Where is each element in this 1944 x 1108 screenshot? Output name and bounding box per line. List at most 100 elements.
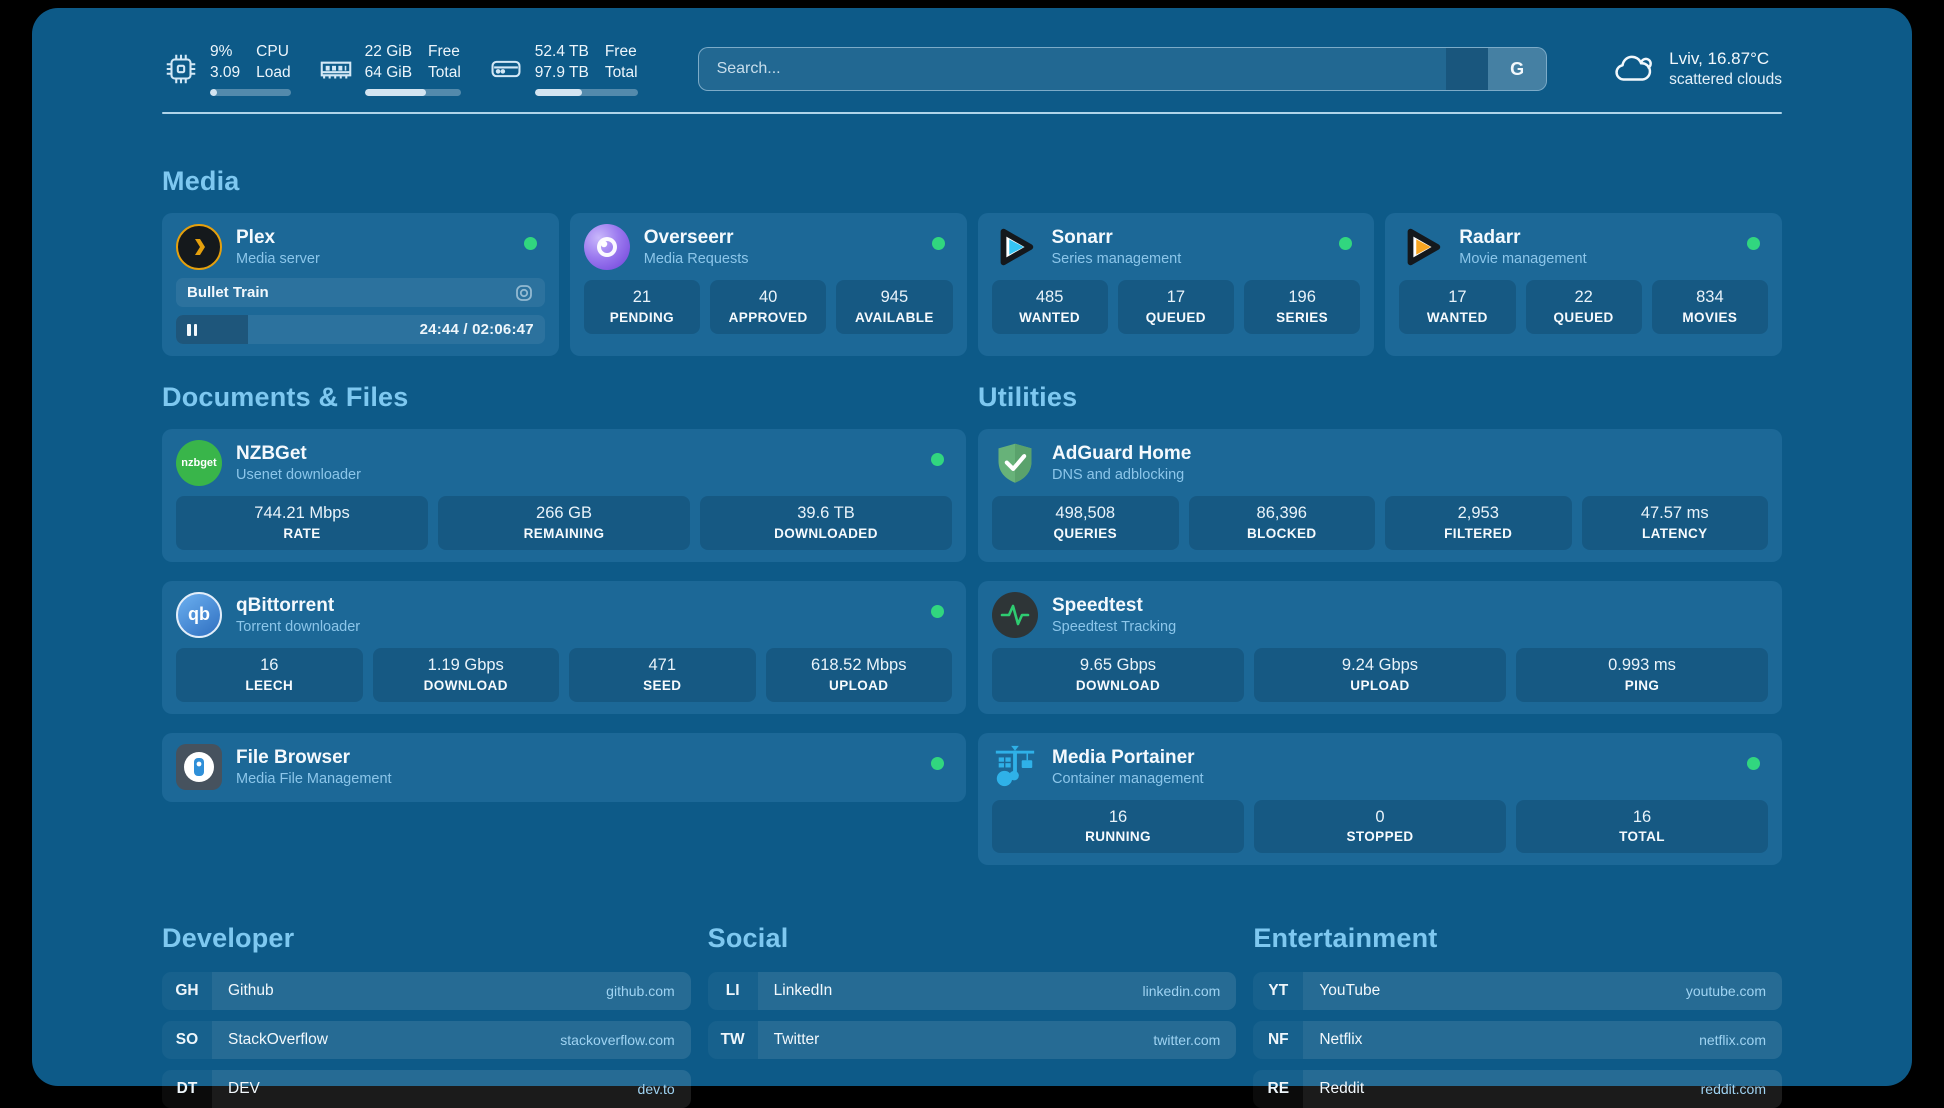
radarr-stat-wanted: 17 WANTED bbox=[1399, 280, 1515, 334]
bookmark-name: StackOverflow bbox=[228, 1031, 550, 1049]
sonarr-card[interactable]: Sonarr Series management 485 WANTED 17 Q… bbox=[978, 213, 1375, 356]
portainer-subtitle: Container management bbox=[1052, 771, 1204, 787]
qbittorrent-subtitle: Torrent downloader bbox=[236, 619, 360, 635]
disk-widget: 52.4 TB 97.9 TB Free Total bbox=[487, 42, 638, 96]
overseerr-icon bbox=[584, 224, 630, 270]
bookmark-twitter[interactable]: TW Twitter twitter.com bbox=[708, 1021, 1237, 1059]
memory-free-value: 22 GiB bbox=[365, 42, 412, 62]
bookmark-abbr: YT bbox=[1253, 972, 1303, 1010]
plex-status-dot bbox=[524, 237, 537, 250]
memory-progress-fill bbox=[365, 89, 427, 96]
bookmark-name: Netflix bbox=[1319, 1031, 1689, 1049]
adguard-stat-filtered: 2,953 FILTERED bbox=[1385, 496, 1572, 550]
radarr-title: Radarr bbox=[1459, 227, 1586, 249]
section-title-social: Social bbox=[708, 923, 1237, 954]
portainer-stat-running: 16 RUNNING bbox=[992, 800, 1244, 854]
cpu-load-label: Load bbox=[256, 63, 290, 83]
search-divider bbox=[1446, 48, 1488, 90]
session-icon[interactable] bbox=[514, 283, 534, 303]
cpu-load-value: 3.09 bbox=[210, 63, 240, 83]
nzbget-stat-remaining: 266 GB REMAINING bbox=[438, 496, 690, 550]
qbittorrent-stat-leech: 16 LEECH bbox=[176, 648, 363, 702]
adguard-stat-latency: 47.57 ms LATENCY bbox=[1582, 496, 1769, 550]
portainer-icon bbox=[992, 744, 1038, 790]
search-input[interactable] bbox=[699, 48, 1447, 90]
filebrowser-subtitle: Media File Management bbox=[236, 771, 392, 787]
bookmark-url: linkedin.com bbox=[1143, 983, 1221, 999]
qbittorrent-status-dot bbox=[931, 605, 944, 618]
bookmark-abbr: LI bbox=[708, 972, 758, 1010]
disk-progress-bar bbox=[535, 89, 638, 96]
cpu-icon bbox=[162, 50, 200, 88]
bookmark-url: youtube.com bbox=[1686, 983, 1766, 999]
bookmark-url: stackoverflow.com bbox=[560, 1032, 674, 1048]
adguard-title: AdGuard Home bbox=[1052, 443, 1191, 465]
memory-total-label: Total bbox=[428, 63, 461, 83]
bookmarks-section: Developer GH Github github.com SO StackO… bbox=[162, 923, 1782, 1108]
topbar: 9% 3.09 CPU Load bbox=[162, 38, 1782, 100]
portainer-card[interactable]: Media Portainer Container management 16 … bbox=[978, 733, 1782, 866]
adguard-icon bbox=[992, 440, 1038, 486]
nzbget-subtitle: Usenet downloader bbox=[236, 467, 361, 483]
search-bar: G bbox=[698, 47, 1548, 91]
speedtest-card[interactable]: Speedtest Speedtest Tracking 9.65 Gbps D… bbox=[978, 581, 1782, 714]
plex-card[interactable]: Plex Media server Bullet Train 24:44 / 0… bbox=[162, 213, 559, 356]
bookmark-url: github.com bbox=[606, 983, 674, 999]
search-engine-button[interactable]: G bbox=[1488, 48, 1546, 90]
overseerr-status-dot bbox=[932, 237, 945, 250]
disk-total-value: 97.9 TB bbox=[535, 63, 589, 83]
weather-location-temp: Lviv, 16.87°C bbox=[1669, 49, 1782, 69]
filebrowser-title: File Browser bbox=[236, 747, 392, 769]
radarr-card[interactable]: Radarr Movie management 17 WANTED 22 QUE… bbox=[1385, 213, 1782, 356]
memory-progress-bar bbox=[365, 89, 461, 96]
adguard-card[interactable]: AdGuard Home DNS and adblocking 498,508 … bbox=[978, 429, 1782, 562]
filebrowser-card[interactable]: File Browser Media File Management bbox=[162, 733, 966, 802]
cpu-progress-fill bbox=[210, 89, 217, 96]
nzbget-card[interactable]: nzbget NZBGet Usenet downloader 744.21 M… bbox=[162, 429, 966, 562]
disk-total-label: Total bbox=[605, 63, 638, 83]
pause-icon[interactable] bbox=[187, 324, 197, 336]
disk-icon bbox=[487, 50, 525, 88]
bookmark-name: YouTube bbox=[1319, 982, 1676, 1000]
section-title-utilities: Utilities bbox=[978, 382, 1782, 413]
cpu-usage-value: 9% bbox=[210, 42, 240, 62]
radarr-status-dot bbox=[1747, 237, 1760, 250]
cpu-progress-bar bbox=[210, 89, 291, 96]
bookmark-reddit[interactable]: RE Reddit reddit.com bbox=[1253, 1070, 1782, 1108]
disk-free-value: 52.4 TB bbox=[535, 42, 589, 62]
bookmark-linkedin[interactable]: LI LinkedIn linkedin.com bbox=[708, 972, 1237, 1010]
portainer-stat-stopped: 0 STOPPED bbox=[1254, 800, 1506, 854]
qbittorrent-title: qBittorrent bbox=[236, 595, 360, 617]
bookmark-abbr: GH bbox=[162, 972, 212, 1010]
sonarr-icon bbox=[992, 224, 1038, 270]
sonarr-stat-queued: 17 QUEUED bbox=[1118, 280, 1234, 334]
bookmark-stackoverflow[interactable]: SO StackOverflow stackoverflow.com bbox=[162, 1021, 691, 1059]
bookmark-youtube[interactable]: YT YouTube youtube.com bbox=[1253, 972, 1782, 1010]
speedtest-subtitle: Speedtest Tracking bbox=[1052, 619, 1176, 635]
bookmark-name: Github bbox=[228, 982, 596, 1000]
middle-section: Documents & Files nzbget NZBGet Usenet d… bbox=[162, 382, 1782, 865]
radarr-stat-movies: 834 MOVIES bbox=[1652, 280, 1768, 334]
bookmark-name: DEV bbox=[228, 1080, 628, 1098]
adguard-stat-queries: 498,508 QUERIES bbox=[992, 496, 1179, 550]
google-g-icon: G bbox=[1510, 59, 1524, 80]
speedtest-title: Speedtest bbox=[1052, 595, 1176, 617]
nzbget-stat-downloaded: 39.6 TB DOWNLOADED bbox=[700, 496, 952, 550]
qbittorrent-icon: qb bbox=[176, 592, 222, 638]
overseerr-subtitle: Media Requests bbox=[644, 251, 749, 267]
bookmark-url: reddit.com bbox=[1701, 1081, 1766, 1097]
qbittorrent-card[interactable]: qb qBittorrent Torrent downloader 16 LEE… bbox=[162, 581, 966, 714]
overseerr-stat-pending: 21 PENDING bbox=[584, 280, 700, 334]
overseerr-stat-available: 945 AVAILABLE bbox=[836, 280, 952, 334]
bookmark-netflix[interactable]: NF Netflix netflix.com bbox=[1253, 1021, 1782, 1059]
bookmark-abbr: SO bbox=[162, 1021, 212, 1059]
bookmark-github[interactable]: GH Github github.com bbox=[162, 972, 691, 1010]
nzbget-title: NZBGet bbox=[236, 443, 361, 465]
plex-now-playing-row: Bullet Train bbox=[176, 278, 545, 307]
nzbget-stat-rate: 744.21 Mbps RATE bbox=[176, 496, 428, 550]
weather-condition: scattered clouds bbox=[1669, 71, 1782, 89]
overseerr-stat-approved: 40 APPROVED bbox=[710, 280, 826, 334]
filebrowser-status-dot bbox=[931, 757, 944, 770]
bookmark-dev[interactable]: DT DEV dev.to bbox=[162, 1070, 691, 1108]
overseerr-card[interactable]: Overseerr Media Requests 21 PENDING 40 A… bbox=[570, 213, 967, 356]
